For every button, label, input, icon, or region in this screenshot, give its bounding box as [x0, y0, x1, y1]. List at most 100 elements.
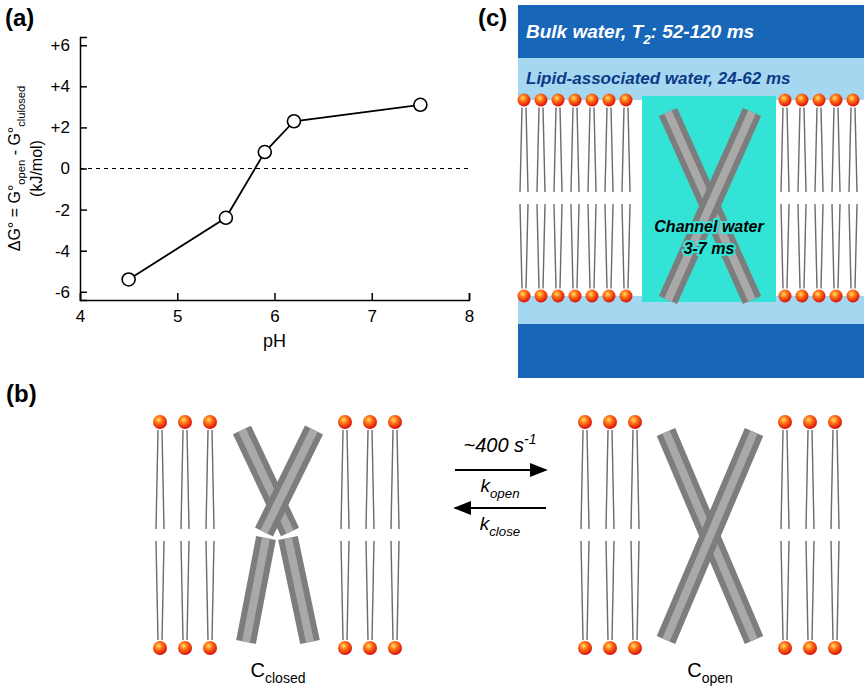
text-part: (kJ/mol)	[28, 140, 45, 197]
lipid-head	[552, 290, 565, 303]
lipid-tail	[187, 541, 189, 640]
lipid-head	[796, 290, 809, 303]
helix-shade	[246, 538, 266, 642]
lipid-head	[338, 415, 352, 429]
lipid-tail	[781, 108, 783, 193]
lipid-head	[586, 94, 599, 107]
text-part: : 52-120 ms	[651, 21, 755, 42]
helix	[264, 430, 314, 532]
bulk-water	[518, 5, 864, 378]
tick: -4	[55, 242, 87, 261]
lipid-head	[603, 94, 616, 107]
lipid-head	[778, 641, 792, 655]
lipid-tail	[812, 430, 814, 529]
lipid-tail	[206, 430, 208, 529]
lipid-head	[569, 94, 582, 107]
lipid-tail	[187, 430, 189, 529]
lipid-tail	[781, 430, 783, 529]
lipid-head	[518, 290, 531, 303]
lipid-tail	[526, 108, 528, 193]
tick-label: 0	[61, 159, 70, 178]
lipid-water-label: Lipid-associated water, 24-62 ms	[526, 69, 791, 88]
lipid-tail	[611, 108, 613, 193]
lipid-head	[178, 415, 192, 429]
axis-line	[81, 293, 470, 301]
text-part: open	[490, 486, 520, 501]
lipid-tail	[212, 541, 214, 640]
lipid-tail	[787, 108, 789, 193]
lipid-tail	[812, 541, 814, 640]
helix	[668, 112, 752, 300]
lipid-tail	[612, 541, 614, 640]
lipid-tail	[622, 204, 624, 289]
lipid-head	[535, 290, 548, 303]
panel-label: (c)	[478, 4, 507, 31]
lipid-head	[363, 641, 377, 655]
text-part: open	[702, 670, 733, 686]
tick: -2	[55, 201, 87, 220]
text-part: Bulk water, T	[526, 21, 645, 42]
lipid-head	[388, 641, 402, 655]
tick: +6	[51, 36, 87, 55]
lipid-head	[803, 641, 817, 655]
lipid-head	[847, 290, 860, 303]
tick-label: 7	[368, 307, 377, 326]
data-point	[287, 115, 300, 128]
lipid-tail	[397, 541, 399, 640]
lipid-tail	[832, 108, 834, 193]
lipid-tail	[787, 430, 789, 529]
text-part: clulosed	[15, 86, 27, 127]
lipid-tail	[622, 108, 624, 193]
text-part: C	[687, 659, 701, 681]
lipid-head	[552, 94, 565, 107]
lipid-tail	[821, 108, 823, 193]
lipid-tail	[341, 430, 343, 529]
helix	[288, 538, 310, 642]
x-axis: 45678	[76, 293, 474, 326]
tick-label: -6	[55, 283, 70, 302]
lipid-head	[603, 290, 616, 303]
lipid-tail	[631, 541, 633, 640]
lipid-head	[578, 641, 592, 655]
panel-c: Bulk water, T2: 52-120 ms Lipid-associate…	[518, 5, 865, 378]
text-part: ~400 s	[463, 434, 524, 456]
lipid-tail	[181, 430, 183, 529]
helix-shade	[666, 432, 754, 640]
tick-mark	[80, 45, 87, 47]
lipid-tail	[520, 108, 522, 193]
tick: +4	[51, 77, 87, 96]
lipid-tail	[537, 204, 539, 289]
channel-water	[642, 96, 776, 302]
x-axis-title: pH	[263, 331, 286, 351]
lipid-head	[803, 415, 817, 429]
lipid-head	[388, 415, 402, 429]
lipid-head	[153, 415, 167, 429]
lipid-tail	[581, 541, 583, 640]
tick-mark	[469, 293, 471, 300]
lipid-head	[828, 415, 842, 429]
bulk-water-label: Bulk water, T2: 52-120 ms	[526, 21, 754, 47]
text-part: closed	[265, 670, 305, 686]
channel-water-label: 3-7 ms	[684, 240, 735, 257]
lipid-tail	[571, 204, 573, 289]
tick: -6	[55, 283, 87, 302]
lipid-tail	[804, 108, 806, 193]
lipid-head	[518, 94, 531, 107]
lipid-tail	[781, 541, 783, 640]
helix-shade	[288, 538, 310, 642]
text-part: -1	[524, 431, 536, 447]
y-axis-title: ΔG° = G°open - G°clulosed	[6, 86, 27, 252]
lipid-tail	[212, 430, 214, 529]
lipid-head	[153, 641, 167, 655]
text-part: open	[15, 160, 27, 185]
lipid-tail	[787, 541, 789, 640]
helix	[246, 538, 266, 642]
lipid-tail	[798, 204, 800, 289]
lipid-tail	[838, 108, 840, 193]
lipid-head	[830, 290, 843, 303]
panel-label: (a)	[5, 4, 34, 31]
lipid-tail	[587, 541, 589, 640]
lipid-tail	[611, 204, 613, 289]
panel-label: (b)	[6, 380, 37, 407]
lipid-tail	[397, 430, 399, 529]
